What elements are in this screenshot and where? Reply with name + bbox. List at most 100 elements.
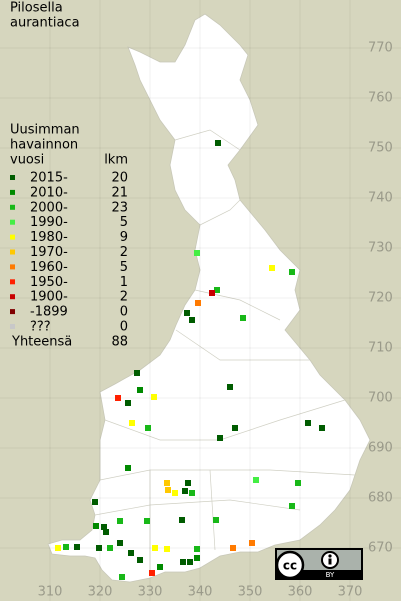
x-tick-label: 370	[338, 585, 363, 600]
observation-point	[93, 523, 99, 529]
observation-point	[232, 425, 238, 431]
observation-point	[319, 425, 325, 431]
observation-point	[253, 477, 259, 483]
legend-label: 1970-	[30, 245, 68, 260]
observation-point	[101, 524, 107, 530]
observation-point	[107, 545, 113, 551]
observation-point	[289, 503, 295, 509]
observation-point	[103, 529, 109, 535]
observation-point	[194, 546, 200, 552]
count-header: lkm	[104, 153, 128, 168]
observation-point	[195, 300, 201, 306]
legend-count: 0	[120, 305, 128, 320]
cc-mark: cc	[283, 559, 297, 573]
observation-point	[63, 544, 69, 550]
legend-label: 2015-	[30, 171, 68, 186]
observation-point	[187, 559, 193, 565]
x-tick-label: 310	[38, 585, 63, 600]
legend-label: 2010-	[30, 185, 68, 200]
observation-point	[269, 265, 275, 271]
observation-point	[115, 395, 121, 401]
legend-label: 2000-	[30, 200, 68, 215]
observation-point	[180, 559, 186, 565]
observation-point	[184, 310, 190, 316]
y-tick-label: 760	[368, 91, 393, 106]
legend-count: 9	[120, 230, 128, 245]
observation-point	[152, 545, 158, 551]
legend-header: Uusimman	[10, 123, 80, 138]
y-tick-label: 720	[368, 291, 393, 306]
legend-count: 2	[120, 290, 128, 305]
legend-count: 0	[120, 320, 128, 335]
observation-point	[289, 269, 295, 275]
observation-point	[137, 387, 143, 393]
legend-label: 1900-	[30, 290, 68, 305]
legend-swatch	[10, 189, 15, 195]
legend-count: 5	[120, 215, 128, 230]
legend-label: 1990-	[30, 215, 68, 230]
y-tick-label: 770	[368, 41, 393, 56]
legend-swatch	[10, 294, 15, 300]
legend-count: 21	[111, 185, 128, 200]
observation-point	[189, 490, 195, 496]
legend-label: ???	[30, 320, 51, 335]
x-tick-label: 330	[138, 585, 163, 600]
tick-labels: 670 680 690 700 710 720 730 740 750 760 770 310 320 3…	[38, 41, 393, 600]
legend-swatch	[10, 279, 15, 285]
legend-count: 23	[111, 200, 128, 215]
observation-point	[134, 370, 140, 376]
y-tick-label: 680	[368, 491, 393, 506]
observation-point	[217, 435, 223, 441]
legend: Pilosella aurantiaca Uusimman havainnon …	[10, 1, 128, 349]
legend-swatch	[10, 204, 15, 210]
x-tick-label: 350	[238, 585, 263, 600]
observation-point	[194, 555, 200, 561]
by-body	[328, 558, 332, 565]
observation-point	[189, 317, 195, 323]
observation-point	[151, 394, 157, 400]
observation-point	[215, 140, 221, 146]
y-tick-label: 700	[368, 391, 393, 406]
legend-count: 5	[120, 260, 128, 275]
x-tick-label: 340	[188, 585, 213, 600]
by-label: BY	[326, 571, 335, 579]
observation-point	[128, 550, 134, 556]
legend-swatch	[10, 249, 15, 255]
legend-count: 2	[120, 245, 128, 260]
observation-point	[164, 546, 170, 552]
observation-point	[230, 545, 236, 551]
observation-point	[213, 517, 219, 523]
observation-point	[182, 488, 188, 494]
legend-header: havainnon	[10, 138, 78, 153]
observation-point	[117, 518, 123, 524]
observation-point	[145, 425, 151, 431]
observation-point	[157, 564, 163, 570]
license-badge: cc BY	[275, 548, 363, 580]
observation-point	[117, 540, 123, 546]
observation-point	[129, 420, 135, 426]
y-tick-label: 690	[368, 441, 393, 456]
observation-point	[125, 400, 131, 406]
y-tick-label: 740	[368, 191, 393, 206]
observation-point	[96, 545, 102, 551]
observation-point	[305, 420, 311, 426]
y-tick-label: 710	[368, 341, 393, 356]
observation-point	[149, 570, 155, 576]
legend-label: -1899	[30, 305, 68, 320]
observation-point	[249, 540, 255, 546]
observation-point	[295, 480, 301, 486]
observation-point	[74, 544, 80, 550]
observation-point	[209, 290, 215, 296]
observation-point	[165, 487, 171, 493]
x-tick-label: 360	[288, 585, 313, 600]
legend-header: vuosi	[10, 153, 44, 168]
legend-swatch	[10, 324, 15, 329]
legend-swatch	[10, 309, 15, 315]
observation-point	[164, 480, 170, 486]
observation-point	[137, 557, 143, 563]
total-count: 88	[111, 334, 128, 349]
observation-point	[185, 480, 191, 486]
legend-swatch	[10, 219, 15, 225]
